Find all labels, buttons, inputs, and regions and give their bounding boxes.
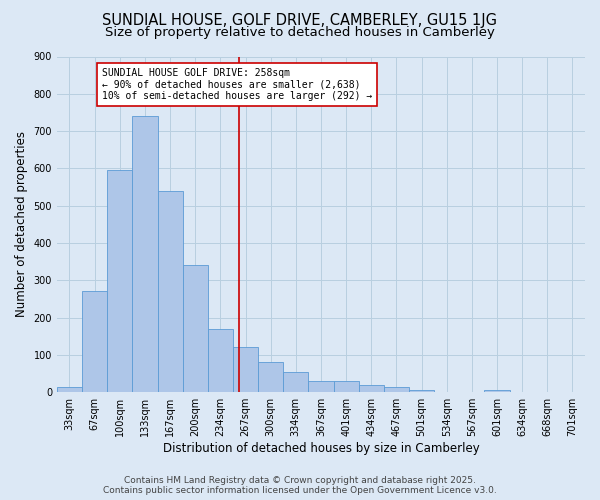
Bar [233, 348, 258, 392]
Bar [82, 292, 107, 392]
X-axis label: Distribution of detached houses by size in Camberley: Distribution of detached houses by size … [163, 442, 479, 455]
Bar [409, 390, 434, 392]
Bar [283, 372, 308, 392]
Text: SUNDIAL HOUSE GOLF DRIVE: 258sqm
← 90% of detached houses are smaller (2,638)
10: SUNDIAL HOUSE GOLF DRIVE: 258sqm ← 90% o… [102, 68, 372, 102]
Bar [308, 381, 334, 392]
Bar [208, 329, 233, 392]
Text: SUNDIAL HOUSE, GOLF DRIVE, CAMBERLEY, GU15 1JG: SUNDIAL HOUSE, GOLF DRIVE, CAMBERLEY, GU… [103, 12, 497, 28]
Bar [182, 266, 208, 392]
Bar [359, 384, 384, 392]
Bar [107, 170, 133, 392]
Bar [484, 390, 509, 392]
Bar [384, 386, 409, 392]
Y-axis label: Number of detached properties: Number of detached properties [15, 132, 28, 318]
Text: Contains HM Land Registry data © Crown copyright and database right 2025.
Contai: Contains HM Land Registry data © Crown c… [103, 476, 497, 495]
Text: Size of property relative to detached houses in Camberley: Size of property relative to detached ho… [105, 26, 495, 39]
Bar [133, 116, 158, 392]
Bar [57, 386, 82, 392]
Bar [158, 191, 182, 392]
Bar [334, 381, 359, 392]
Bar [258, 362, 283, 392]
